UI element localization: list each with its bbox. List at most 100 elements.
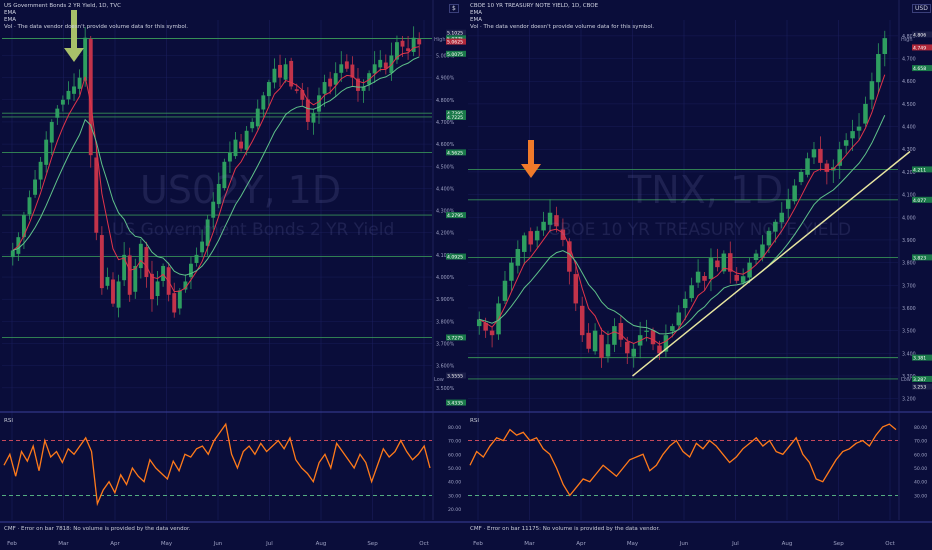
left-candle-body: [216, 183, 221, 205]
left-arrow-head: [64, 48, 84, 62]
right-arrow-shaft: [528, 140, 534, 166]
left-candle-body: [27, 197, 32, 215]
left-y-tick: 4.000%: [436, 275, 455, 281]
left-candle-body: [188, 263, 193, 278]
left-ema-slow-line: [12, 56, 420, 276]
left-x-tick: Feb: [7, 541, 17, 547]
left-candle-body: [305, 99, 310, 122]
left-watermark-name: US Government Bonds 2 YR Yield: [112, 220, 395, 240]
left-candle-body: [38, 161, 43, 180]
left-y-tick: 4.600%: [436, 142, 455, 148]
right-candle-body: [579, 305, 585, 336]
left-candle-body: [211, 201, 216, 218]
left-y-tick: 4.300%: [436, 209, 455, 215]
right-x-tick: Jul: [731, 541, 739, 547]
left-x-tick: Jun: [213, 541, 223, 547]
left-x-tick: Oct: [419, 541, 429, 547]
right-chart-panel[interactable]: Feb Mar Apr May Jun Jul Aug Sep Oct 4.800 4.700 4.6…: [466, 0, 932, 550]
left-ema-2[interactable]: EMA: [4, 17, 16, 23]
right-symbol-title[interactable]: CBOE 10 YR TREASURY NOTE YIELD, 1D, CBOE: [470, 3, 599, 9]
left-candle-body: [177, 290, 182, 309]
right-y-tick: 4.400: [902, 125, 916, 131]
right-y-tick: 3.600: [902, 306, 916, 312]
left-price-label: 3.4335: [447, 401, 463, 407]
left-arrow-shaft: [71, 10, 77, 50]
right-candle-body: [753, 253, 759, 260]
right-candle-body: [528, 231, 533, 245]
left-price-label: 3.7275: [447, 335, 463, 341]
left-y-tick: 3.800%: [436, 319, 455, 325]
right-rsi-y-tick: 70.00: [914, 439, 927, 445]
left-candle-body: [183, 281, 188, 290]
left-price-label: 4.5625: [447, 150, 463, 156]
right-price-label: 3.823: [913, 255, 926, 261]
right-rsi-y-tick: 40.00: [914, 480, 927, 486]
right-price-label-bg: [912, 65, 932, 72]
left-candle-body: [200, 241, 205, 253]
left-candle-body: [122, 254, 127, 281]
left-candle-body: [55, 108, 60, 118]
left-price-label: 3.5555: [447, 374, 463, 380]
right-price-label-bg: [912, 354, 932, 361]
green-arrow-icon[interactable]: [64, 10, 84, 62]
right-ema-1[interactable]: EMA: [470, 10, 482, 16]
right-candle-body: [509, 262, 514, 281]
right-candle-body: [734, 274, 739, 281]
left-watermark-symbol: US02Y, 1D: [140, 168, 342, 212]
right-y-tick: 4.600: [902, 79, 916, 85]
right-price-label-bg: [912, 383, 932, 390]
left-candle-body: [339, 64, 344, 73]
right-volume-note: Vol · The data vendor doesn't provide vo…: [470, 24, 654, 30]
left-y-tick: 4.700%: [436, 120, 455, 126]
right-candle-body: [785, 199, 791, 209]
left-candle-body: [94, 157, 99, 233]
left-high-tag: High: [434, 37, 446, 43]
left-price-label: 4.0925: [447, 255, 463, 261]
right-x-tick: Feb: [473, 541, 483, 547]
orange-arrow-icon[interactable]: [521, 140, 541, 178]
left-candle-body: [328, 78, 333, 87]
right-x-tick: Sep: [833, 541, 844, 547]
right-candle-body: [876, 54, 881, 83]
right-price-label-bg: [912, 196, 932, 203]
right-candle-body: [811, 149, 817, 158]
left-candle-body: [49, 121, 54, 143]
left-candle-body: [138, 243, 143, 269]
left-ema-fast-line: [12, 46, 420, 293]
left-currency-button[interactable]: $: [449, 4, 459, 13]
left-candle-body: [322, 82, 327, 94]
left-candle-body: [161, 265, 166, 281]
left-chart-panel[interactable]: Feb Mar Apr May Jun Jul Aug Sep Oct 5.000% 4.900% 4…: [0, 0, 466, 550]
left-y-tick: 3.600%: [436, 364, 455, 370]
right-candle-body: [856, 126, 862, 131]
right-candle-body: [502, 280, 508, 301]
left-symbol-title[interactable]: US Government Bonds 2 YR Yield, 1D, TVC: [4, 3, 122, 9]
left-y-tick: 3.700%: [436, 342, 455, 348]
left-ema-1[interactable]: EMA: [4, 10, 16, 16]
left-candle-body: [10, 250, 15, 258]
right-candle-body: [863, 103, 868, 124]
right-currency-button[interactable]: USD: [912, 4, 931, 13]
left-legend: US Government Bonds 2 YR Yield, 1D, TVC …: [4, 3, 188, 31]
left-price-label: 5.1025: [447, 31, 463, 37]
left-rsi-title[interactable]: RSI: [4, 418, 13, 424]
right-rsi-y-tick: 60.00: [914, 452, 927, 458]
left-y-tick: 3.500%: [436, 386, 455, 392]
left-volume-note: Vol · The data vendor doesn't provide vo…: [4, 24, 188, 30]
left-candle-body: [294, 89, 299, 91]
right-ema-2[interactable]: EMA: [470, 17, 482, 23]
left-candle-body: [261, 95, 266, 110]
left-price-label-bg: [446, 212, 466, 219]
left-low-tag: Low: [434, 377, 444, 383]
left-candle-body: [344, 61, 349, 69]
right-candle-body: [567, 241, 572, 272]
left-candle-body: [116, 281, 121, 308]
right-candle-body: [702, 275, 707, 281]
right-price-label: 3.381: [913, 356, 926, 362]
left-candle-body: [250, 121, 255, 129]
left-price-label-bg: [446, 372, 466, 379]
left-candle-body: [372, 64, 377, 74]
right-rsi-title[interactable]: RSI: [470, 418, 479, 424]
right-price-label-bg: [912, 254, 932, 261]
left-y-tick: 4.800%: [436, 98, 455, 104]
